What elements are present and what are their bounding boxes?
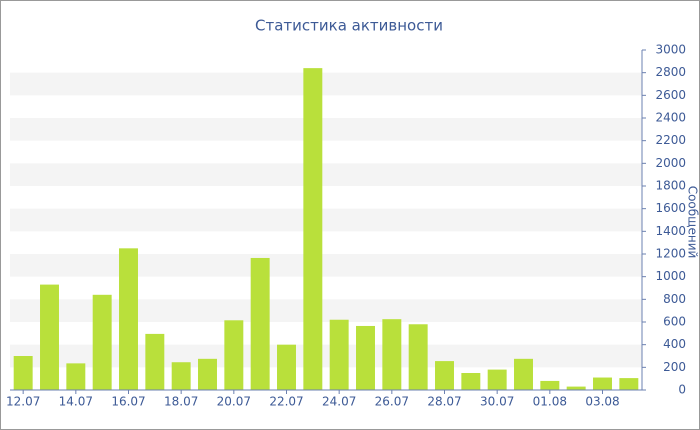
y-tick-label: 1600 — [655, 201, 686, 215]
bar — [171, 362, 191, 390]
x-tick-label: 26.07 — [375, 395, 409, 409]
y-tick-label: 200 — [663, 360, 686, 374]
y-tick-label: 2200 — [655, 133, 686, 147]
bar — [461, 373, 481, 390]
y-tick-label: 1400 — [655, 224, 686, 238]
x-tick-label: 28.07 — [427, 395, 461, 409]
chart-title: Статистика активности — [255, 17, 443, 35]
bar — [13, 356, 33, 390]
y-axis-label: Сообщений — [686, 186, 700, 259]
grid-band — [10, 208, 642, 232]
bar — [435, 361, 454, 390]
bar — [40, 284, 59, 390]
bar — [566, 386, 586, 390]
y-tick-label: 1200 — [655, 247, 686, 261]
bar — [619, 378, 639, 390]
bar — [198, 358, 217, 390]
bar — [487, 369, 507, 390]
x-tick-label: 16.07 — [111, 395, 145, 409]
x-tick-label: 14.07 — [59, 395, 93, 409]
grid-band — [10, 72, 642, 96]
bar — [540, 380, 560, 390]
grid-band — [10, 163, 642, 186]
y-tick-label: 2400 — [655, 111, 686, 125]
x-tick-label: 24.07 — [322, 395, 356, 409]
bar — [119, 248, 138, 390]
bar — [145, 333, 165, 390]
bar — [224, 320, 244, 390]
bar — [593, 377, 612, 390]
y-tick-label: 2000 — [655, 156, 686, 170]
bar — [356, 325, 375, 390]
grid-band — [10, 299, 642, 322]
bar — [277, 344, 296, 390]
y-tick-label: 3000 — [655, 43, 686, 57]
bar — [66, 363, 86, 390]
y-tick-label: 0 — [678, 383, 686, 397]
bar — [382, 319, 402, 390]
x-tick-label: 03.08 — [585, 395, 619, 409]
bar — [514, 358, 533, 390]
grid-band — [10, 344, 642, 368]
x-tick-label: 20.07 — [217, 395, 251, 409]
bar — [92, 294, 112, 390]
y-tick-label: 1000 — [655, 269, 686, 283]
bar — [329, 319, 349, 390]
y-tick-label: 400 — [663, 337, 686, 351]
x-tick-label: 12.07 — [6, 395, 40, 409]
grid-band — [10, 254, 642, 277]
x-tick-label: 30.07 — [480, 395, 514, 409]
x-tick-label: 01.08 — [533, 395, 567, 409]
bar — [303, 68, 323, 390]
bar — [250, 257, 270, 390]
y-tick-label: 1800 — [655, 179, 686, 193]
x-tick-label: 18.07 — [164, 395, 198, 409]
y-tick-label: 600 — [663, 315, 686, 329]
y-tick-label: 2600 — [655, 88, 686, 102]
bar — [408, 324, 428, 390]
grid-band — [10, 118, 642, 141]
y-tick-label: 800 — [663, 292, 686, 306]
y-tick-label: 2800 — [655, 65, 686, 79]
x-tick-label: 22.07 — [269, 395, 303, 409]
